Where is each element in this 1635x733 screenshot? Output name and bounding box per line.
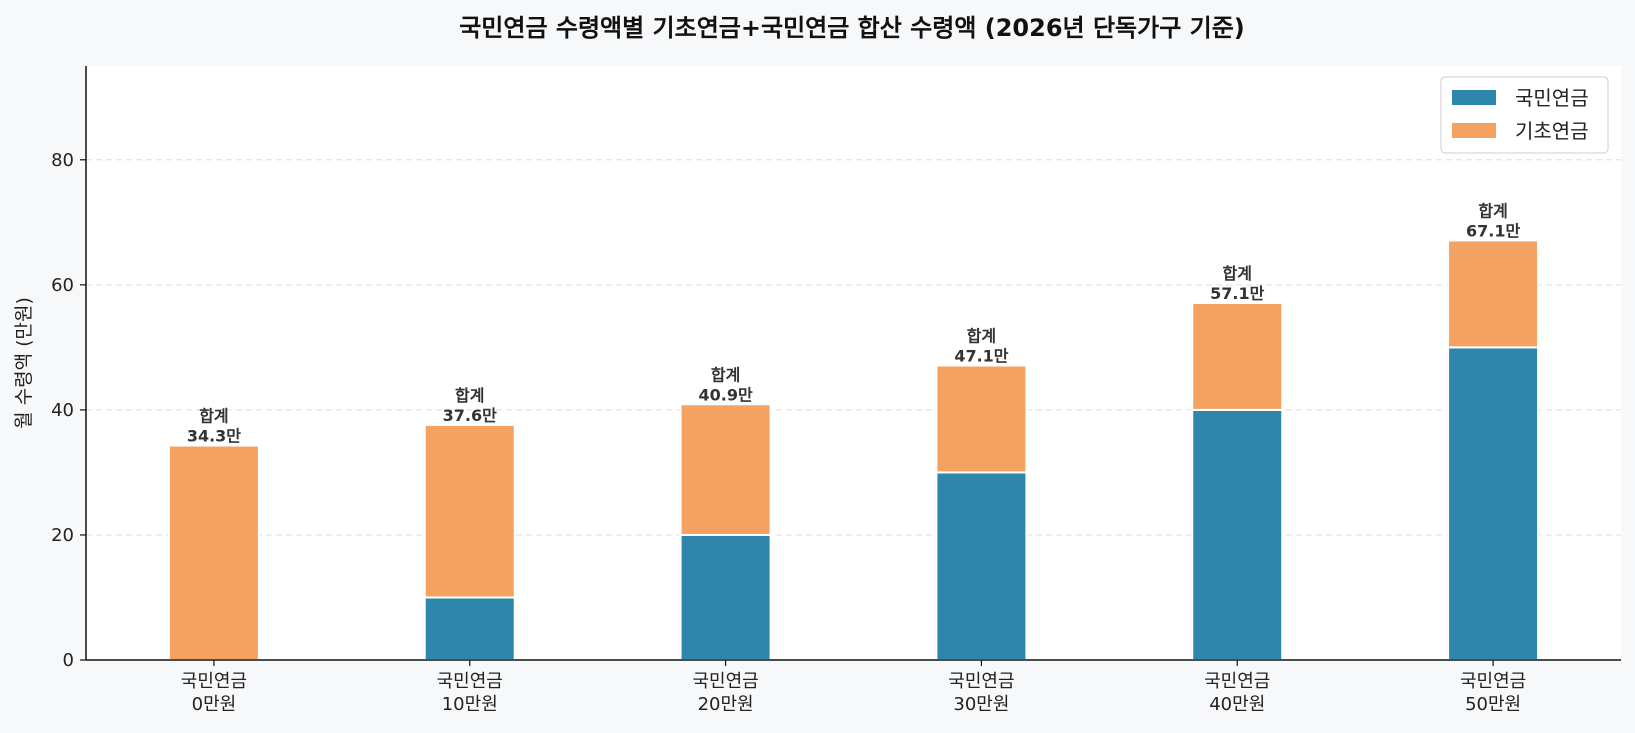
chart-title: 국민연금 수령액별 기초연금+국민연금 합산 수령액 (2026년 단독가구 기… — [459, 14, 1245, 42]
x-tick-label-line1: 국민연금 — [948, 671, 1014, 692]
y-tick-label: 0 — [63, 650, 74, 671]
bar-segment-basic-pension — [935, 364, 1028, 474]
total-label-prefix: 합계 — [711, 365, 740, 384]
x-tick-label-line1: 국민연금 — [1460, 671, 1526, 692]
total-label-prefix: 합계 — [455, 386, 484, 405]
bars — [167, 239, 1540, 662]
y-tick-label: 40 — [51, 400, 74, 421]
y-ticks: 0 20 40 60 80 — [51, 150, 86, 671]
bar-segment-national-pension — [679, 533, 772, 662]
legend-label-national-pension: 국민연금 — [1515, 86, 1589, 110]
total-label-value: 67.1만 — [1466, 221, 1520, 240]
total-label-prefix: 합계 — [1478, 201, 1507, 220]
total-labels: 합계34.3만합계37.6만합계40.9만합계47.1만합계57.1만합계67.… — [187, 201, 1521, 445]
total-label-value: 37.6만 — [443, 406, 497, 425]
bar-segment-basic-pension — [167, 444, 260, 661]
bar-segment-national-pension — [1191, 408, 1284, 662]
x-tick-label-line1: 국민연금 — [692, 671, 758, 692]
legend-swatch-basic-pension — [1452, 123, 1496, 138]
y-tick-label: 20 — [51, 525, 74, 546]
total-label-prefix: 합계 — [1223, 264, 1252, 283]
total-label-value: 57.1만 — [1210, 284, 1264, 303]
gridlines — [86, 159, 1621, 536]
x-tick-label-line1: 국민연금 — [1204, 671, 1270, 692]
total-label-value: 34.3만 — [187, 427, 241, 446]
bar-segment-basic-pension — [423, 423, 516, 599]
x-tick-label-line2: 10만원 — [442, 694, 498, 715]
bar-segment-national-pension — [935, 471, 1028, 661]
legend: 국민연금 기초연금 — [1440, 76, 1609, 154]
legend-label-basic-pension: 기초연금 — [1515, 119, 1589, 143]
bar-segment-basic-pension — [679, 403, 772, 536]
y-tick-label: 60 — [51, 275, 74, 296]
y-tick-label: 80 — [51, 150, 74, 171]
x-ticks: 국민연금0만원국민연금10만원국민연금20만원국민연금30만원국민연금40만원국… — [181, 660, 1526, 715]
x-tick-label-line2: 20만원 — [698, 694, 754, 715]
bar-segment-national-pension — [1447, 346, 1540, 661]
x-tick-label-line1: 국민연금 — [437, 671, 503, 692]
plot-area — [86, 66, 1621, 660]
x-tick-label-line1: 국민연금 — [181, 671, 247, 692]
y-axis-label: 월 수령액 (만원) — [13, 297, 35, 429]
total-label-prefix: 합계 — [199, 407, 228, 426]
x-tick-label-line2: 0만원 — [192, 694, 237, 715]
legend-swatch-national-pension — [1452, 90, 1496, 105]
total-label-value: 47.1만 — [954, 347, 1008, 366]
bar-segment-national-pension — [423, 596, 516, 662]
total-label-prefix: 합계 — [967, 327, 996, 346]
bar-segment-basic-pension — [1191, 301, 1284, 411]
bar-segment-basic-pension — [1447, 239, 1540, 349]
x-tick-label-line2: 40만원 — [1209, 694, 1265, 715]
x-tick-label-line2: 50만원 — [1465, 694, 1521, 715]
x-tick-label-line2: 30만원 — [953, 694, 1009, 715]
total-label-value: 40.9만 — [698, 385, 752, 404]
